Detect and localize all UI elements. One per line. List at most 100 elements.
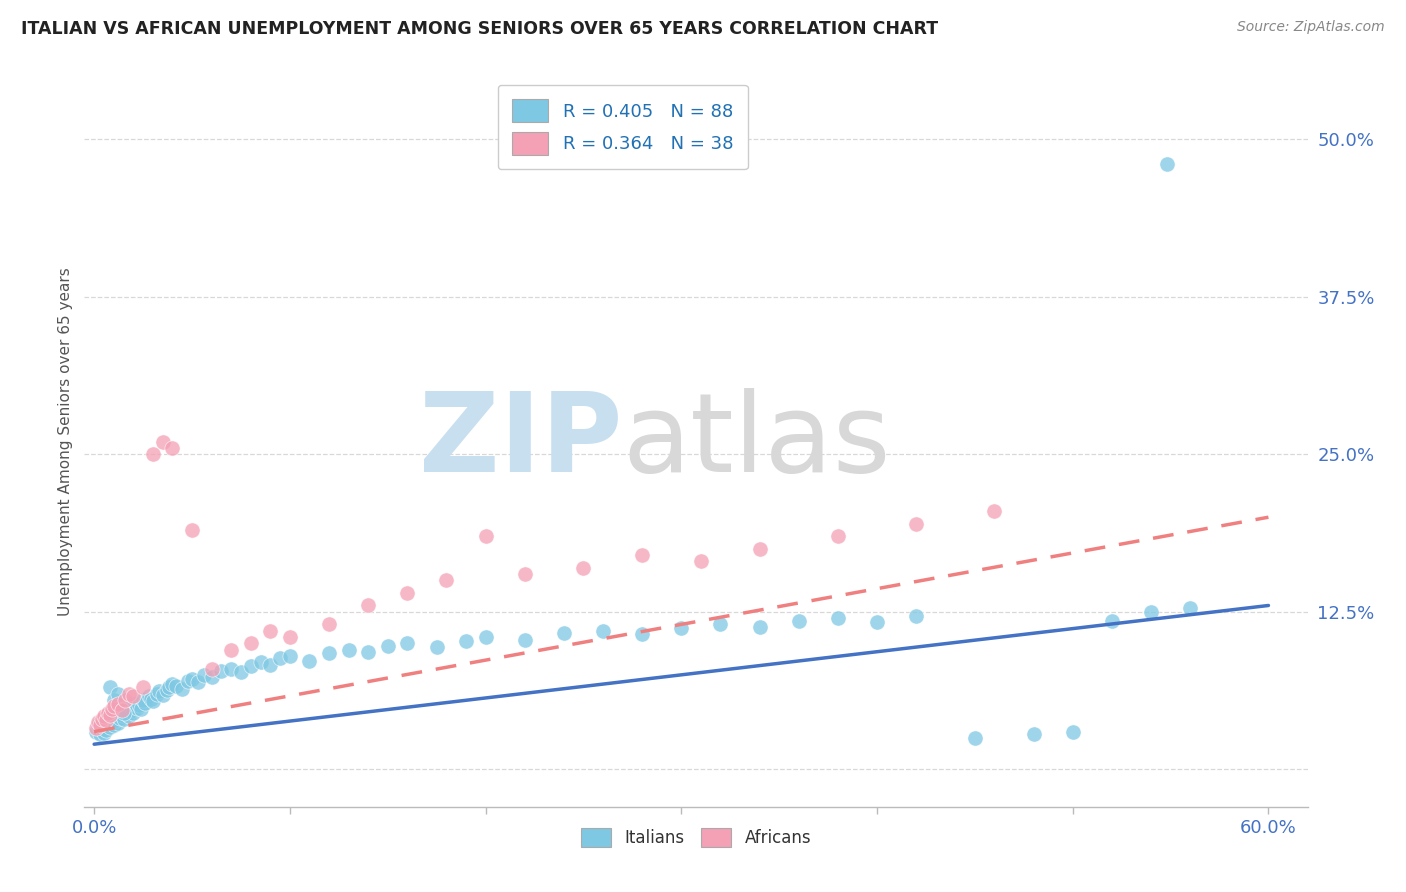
Point — [98, 712, 121, 726]
Point — [866, 615, 889, 629]
Point — [93, 714, 115, 729]
Point — [436, 574, 458, 588]
Text: atlas: atlas — [623, 388, 891, 495]
Point — [152, 688, 174, 702]
Point — [112, 705, 135, 719]
Point — [181, 672, 204, 686]
Point — [94, 723, 117, 738]
Point — [98, 681, 121, 695]
Point — [139, 691, 162, 706]
Point — [120, 699, 142, 714]
Point — [93, 709, 115, 723]
Point — [905, 608, 928, 623]
Point — [1062, 724, 1084, 739]
Point — [91, 712, 114, 726]
Point — [107, 697, 129, 711]
Point — [426, 640, 449, 654]
Point — [110, 708, 132, 723]
Point — [98, 708, 121, 723]
Point — [827, 529, 849, 543]
Point — [572, 560, 595, 574]
Point — [124, 697, 146, 711]
Point — [278, 648, 301, 663]
Point — [100, 702, 122, 716]
Point — [631, 627, 654, 641]
Point — [152, 434, 174, 449]
Point — [122, 690, 145, 704]
Point — [91, 721, 114, 735]
Point — [631, 548, 654, 562]
Point — [129, 702, 152, 716]
Point — [108, 711, 131, 725]
Point — [103, 693, 125, 707]
Point — [249, 655, 271, 669]
Point — [396, 636, 419, 650]
Point — [1178, 601, 1201, 615]
Point — [110, 703, 132, 717]
Point — [132, 681, 155, 695]
Y-axis label: Unemployment Among Seniors over 65 years: Unemployment Among Seniors over 65 years — [58, 268, 73, 615]
Point — [107, 687, 129, 701]
Point — [239, 636, 262, 650]
Point — [474, 630, 496, 644]
Point — [219, 642, 242, 657]
Point — [177, 674, 200, 689]
Point — [181, 523, 204, 537]
Point — [97, 706, 120, 720]
Point — [337, 642, 360, 657]
Point — [219, 661, 242, 675]
Point — [157, 681, 180, 695]
Point — [104, 713, 127, 727]
Point — [142, 447, 165, 461]
Point — [134, 696, 156, 710]
Point — [209, 664, 232, 678]
Point — [187, 675, 209, 690]
Point — [89, 727, 111, 741]
Point — [200, 670, 222, 684]
Point — [97, 717, 120, 731]
Point — [1140, 605, 1163, 619]
Point — [259, 624, 281, 638]
Point — [146, 687, 169, 701]
Text: ZIP: ZIP — [419, 388, 623, 495]
Point — [513, 566, 536, 581]
Point — [87, 718, 110, 732]
Point — [553, 626, 575, 640]
Point — [259, 657, 281, 672]
Point — [112, 712, 135, 726]
Point — [98, 720, 121, 734]
Point — [112, 706, 135, 720]
Point — [748, 620, 770, 634]
Point — [155, 683, 177, 698]
Point — [454, 633, 477, 648]
Point — [172, 681, 194, 696]
Point — [118, 687, 141, 701]
Point — [94, 713, 117, 727]
Point — [114, 693, 136, 707]
Point — [1101, 614, 1123, 628]
Text: ITALIAN VS AFRICAN UNEMPLOYMENT AMONG SENIORS OVER 65 YEARS CORRELATION CHART: ITALIAN VS AFRICAN UNEMPLOYMENT AMONG SE… — [21, 20, 938, 37]
Point — [132, 693, 155, 707]
Point — [107, 715, 129, 730]
Point — [162, 676, 184, 690]
Text: Source: ZipAtlas.com: Source: ZipAtlas.com — [1237, 20, 1385, 34]
Point — [269, 651, 291, 665]
Point — [357, 599, 380, 613]
Point — [709, 617, 731, 632]
Point — [117, 706, 139, 721]
Point — [377, 639, 399, 653]
Point — [114, 702, 136, 716]
Point — [396, 586, 419, 600]
Point — [89, 718, 111, 732]
Point — [474, 529, 496, 543]
Point — [84, 724, 107, 739]
Point — [671, 621, 693, 635]
Point — [200, 661, 222, 675]
Point — [118, 709, 141, 723]
Point — [107, 706, 129, 721]
Point — [122, 706, 145, 720]
Point — [122, 703, 145, 717]
Point — [787, 614, 810, 628]
Point — [127, 700, 149, 714]
Point — [162, 441, 184, 455]
